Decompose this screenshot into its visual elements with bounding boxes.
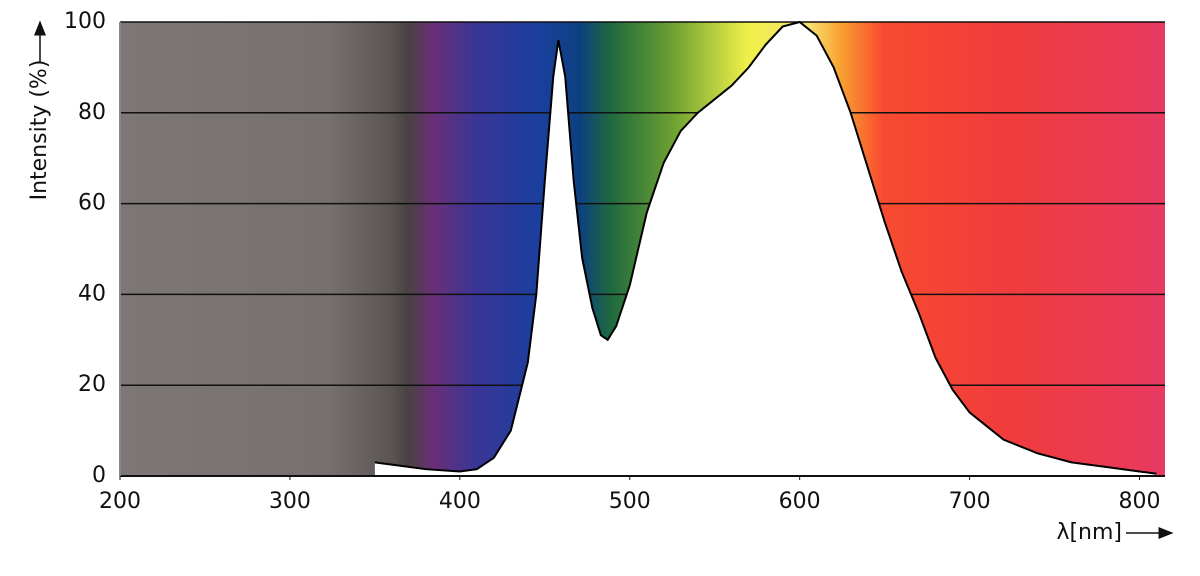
y-tick-label: 20 bbox=[78, 372, 106, 397]
y-axis-label: Intensity (%) bbox=[27, 60, 52, 201]
x-axis-label: λ[nm] bbox=[1056, 520, 1122, 545]
x-tick-label: 700 bbox=[949, 489, 991, 514]
x-tick-label: 600 bbox=[779, 489, 821, 514]
y-tick-label: 40 bbox=[78, 281, 106, 306]
x-tick-label: 300 bbox=[269, 489, 311, 514]
x-tick-label: 800 bbox=[1119, 489, 1161, 514]
area-fill bbox=[374, 22, 1157, 476]
y-tick-label: 100 bbox=[64, 9, 106, 34]
y-tick-label: 60 bbox=[78, 191, 106, 216]
y-tick-label: 0 bbox=[92, 463, 106, 488]
x-tick-label: 400 bbox=[439, 489, 481, 514]
x-tick-label: 200 bbox=[99, 489, 141, 514]
spectrum-line bbox=[374, 20, 1157, 475]
y-tick-label: 80 bbox=[78, 100, 106, 125]
x-tick-label: 500 bbox=[609, 489, 651, 514]
